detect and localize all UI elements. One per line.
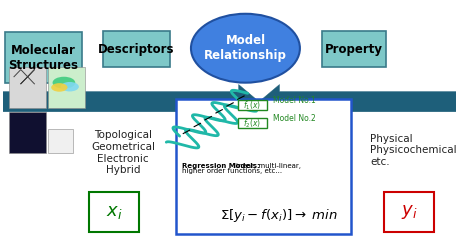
FancyBboxPatch shape — [89, 192, 139, 232]
Circle shape — [53, 77, 75, 89]
Text: $f_1(x)$: $f_1(x)$ — [243, 99, 261, 112]
Text: Topological
Geometrical
Electronic
Hybrid: Topological Geometrical Electronic Hybri… — [91, 130, 155, 175]
Text: Property: Property — [325, 43, 383, 56]
FancyArrow shape — [259, 85, 456, 119]
FancyBboxPatch shape — [5, 32, 82, 83]
Text: $x_i$: $x_i$ — [106, 203, 122, 221]
FancyBboxPatch shape — [9, 112, 46, 153]
Text: Descriptors: Descriptors — [98, 43, 175, 56]
Text: Regression Models:: Regression Models: — [182, 163, 260, 169]
Text: Model No.1: Model No.1 — [273, 97, 315, 105]
FancyBboxPatch shape — [322, 32, 386, 67]
Text: $f_2(x)$: $f_2(x)$ — [243, 117, 261, 130]
FancyBboxPatch shape — [238, 100, 267, 110]
Text: $\Sigma[y_i - f(x_i)] \rightarrow$ min: $\Sigma[y_i - f(x_i)] \rightarrow$ min — [220, 207, 338, 224]
Text: higher order functions, etc...: higher order functions, etc... — [182, 168, 282, 174]
Text: Model
Relationship: Model Relationship — [204, 34, 287, 62]
FancyBboxPatch shape — [238, 118, 267, 128]
FancyBboxPatch shape — [9, 67, 46, 108]
Ellipse shape — [191, 14, 300, 83]
Text: $y_i$: $y_i$ — [401, 203, 417, 221]
Text: Molecular
Structures: Molecular Structures — [9, 44, 79, 72]
FancyBboxPatch shape — [47, 129, 73, 153]
FancyArrow shape — [3, 85, 259, 119]
Text: linear, multi-linear,: linear, multi-linear, — [234, 163, 301, 169]
FancyBboxPatch shape — [47, 67, 85, 108]
Circle shape — [51, 83, 67, 92]
FancyBboxPatch shape — [176, 99, 351, 234]
Circle shape — [61, 82, 79, 92]
FancyBboxPatch shape — [103, 32, 170, 67]
FancyBboxPatch shape — [384, 192, 434, 232]
Text: Model No.2: Model No.2 — [273, 114, 315, 123]
Text: Physical
Physicochemical
etc.: Physical Physicochemical etc. — [370, 134, 457, 167]
